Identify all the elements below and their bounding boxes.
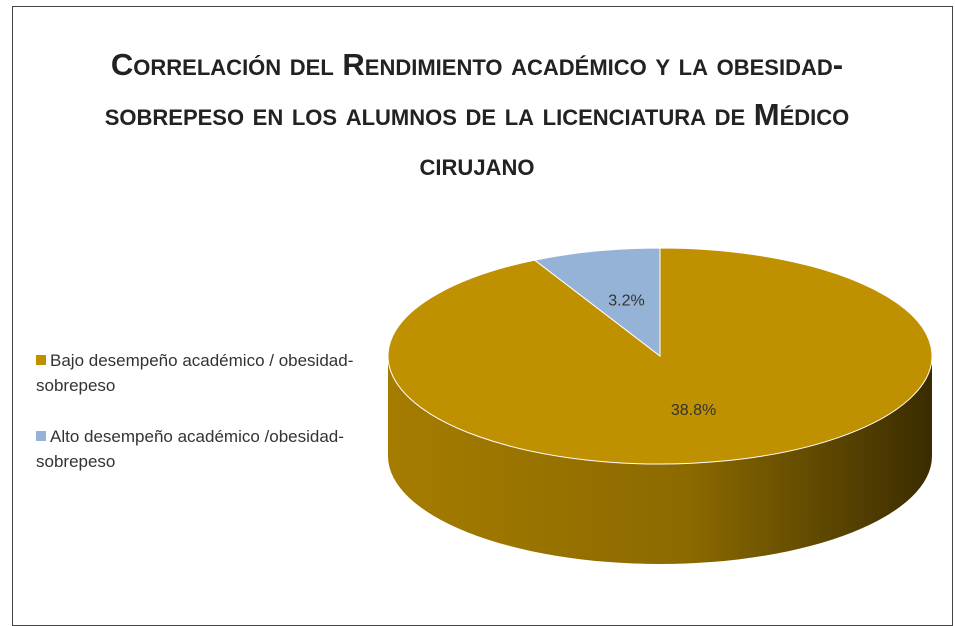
- legend-swatch: [36, 431, 46, 441]
- pie-slice: [533, 247, 661, 358]
- data-label: 38.8%: [671, 402, 716, 419]
- legend-item: Alto desempeño académico /obesidad-sobre…: [36, 424, 366, 474]
- chart-title: Correlación del Rendimiento académico y …: [104, 47, 850, 182]
- pie-side: [388, 356, 932, 564]
- data-label: 3.2%: [608, 293, 644, 310]
- legend-label: Alto desempeño académico /obesidad-sobre…: [36, 427, 344, 471]
- legend-label: Bajo desempeño académico / obesidad-sobr…: [36, 351, 354, 395]
- legend-item: Bajo desempeño académico / obesidad-sobr…: [36, 348, 366, 398]
- legend-swatch: [36, 355, 46, 365]
